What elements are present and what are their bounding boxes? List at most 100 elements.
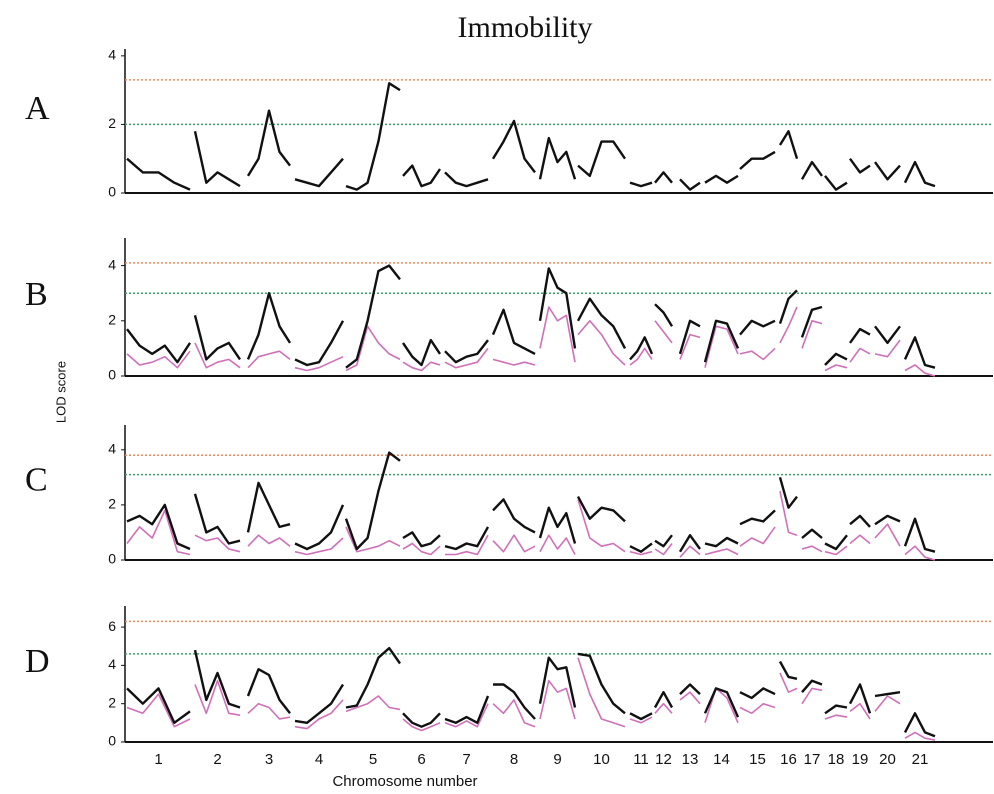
lod-trace bbox=[492, 498, 536, 534]
lod-trace bbox=[739, 526, 776, 547]
lod-trace bbox=[739, 509, 776, 526]
x-tick-label: 10 bbox=[593, 751, 610, 768]
lod-trace bbox=[345, 646, 401, 709]
lod-trace bbox=[739, 347, 776, 361]
y-tick-label: 4 bbox=[108, 47, 116, 63]
x-tick-label: 8 bbox=[510, 751, 518, 768]
lod-trace bbox=[779, 490, 798, 536]
y-tick-label: 4 bbox=[108, 656, 116, 672]
lod-trace bbox=[801, 528, 823, 539]
lod-trace bbox=[654, 534, 673, 548]
lod-trace bbox=[679, 545, 701, 558]
lod-trace bbox=[629, 550, 653, 556]
lod-trace bbox=[247, 534, 291, 547]
x-tick-label: 13 bbox=[682, 751, 699, 768]
lod-trace bbox=[538, 136, 577, 180]
lod-trace bbox=[247, 350, 291, 369]
y-tick-label: 0 bbox=[108, 733, 116, 749]
x-tick-label: 2 bbox=[213, 751, 221, 768]
lod-trace bbox=[824, 714, 848, 720]
lod-trace bbox=[577, 657, 626, 728]
lod-trace bbox=[294, 537, 344, 556]
lod-trace bbox=[849, 327, 871, 344]
lod-trace bbox=[849, 514, 871, 528]
lod-trace bbox=[402, 164, 441, 188]
lod-trace bbox=[739, 687, 776, 700]
lod-trace bbox=[874, 695, 901, 712]
lod-trace bbox=[739, 150, 776, 170]
x-tick-label: 21 bbox=[912, 751, 929, 768]
lod-trace bbox=[492, 358, 536, 366]
lod-trace bbox=[126, 350, 191, 369]
lod-trace bbox=[679, 178, 701, 191]
lod-trace bbox=[824, 704, 848, 715]
lod-trace bbox=[778, 289, 798, 324]
x-tick-label: 11 bbox=[633, 751, 649, 768]
lod-trace bbox=[679, 691, 701, 705]
lod-trace bbox=[874, 339, 901, 358]
panel-label: B bbox=[25, 276, 48, 313]
x-axis-label: Chromosome number bbox=[332, 773, 477, 790]
lod-trace bbox=[654, 543, 673, 556]
lod-trace bbox=[194, 679, 241, 716]
x-tick-label: 17 bbox=[804, 751, 821, 768]
x-tick-label: 6 bbox=[417, 751, 425, 768]
lod-trace bbox=[493, 683, 536, 720]
lod-trace bbox=[849, 347, 871, 363]
y-tick-label: 0 bbox=[108, 184, 116, 200]
lod-trace bbox=[344, 451, 401, 551]
lod-trace bbox=[874, 514, 901, 526]
y-tick-label: 2 bbox=[108, 115, 116, 131]
lod-trace bbox=[903, 712, 936, 738]
lod-trace bbox=[903, 336, 936, 369]
lod-trace bbox=[193, 649, 241, 709]
lod-trace bbox=[904, 731, 936, 741]
lod-trace bbox=[492, 699, 536, 728]
lod-trace bbox=[402, 712, 441, 728]
lod-trace bbox=[193, 493, 241, 545]
y-tick-label: 2 bbox=[108, 694, 116, 710]
lod-trace bbox=[903, 517, 936, 553]
lod-trace bbox=[849, 157, 871, 174]
lod-trace bbox=[538, 506, 577, 544]
lod-trace bbox=[126, 328, 192, 364]
lod-trace bbox=[704, 325, 739, 368]
lod-trace bbox=[629, 542, 653, 553]
lod-trace bbox=[629, 181, 653, 188]
x-tick-label: 7 bbox=[462, 751, 470, 768]
lod-trace bbox=[402, 361, 441, 372]
lod-trace bbox=[801, 545, 823, 553]
lod-trace bbox=[654, 702, 673, 714]
lod-trace bbox=[402, 531, 441, 548]
lod-trace bbox=[824, 364, 848, 372]
lod-trace bbox=[849, 534, 871, 545]
lod-trace bbox=[194, 342, 241, 369]
panel-label: A bbox=[25, 90, 50, 127]
y-tick-label: 0 bbox=[108, 551, 116, 567]
lod-trace bbox=[849, 702, 871, 720]
lod-trace bbox=[126, 693, 191, 728]
x-tick-label: 3 bbox=[265, 751, 273, 768]
x-tick-label: 18 bbox=[828, 751, 845, 768]
lod-trace bbox=[345, 82, 401, 191]
lod-trace bbox=[445, 534, 489, 556]
lod-trace bbox=[824, 545, 848, 556]
lod-trace bbox=[654, 320, 673, 344]
x-tick-label: 19 bbox=[852, 751, 869, 768]
panel-label: C bbox=[25, 461, 48, 498]
lod-trace bbox=[577, 140, 626, 178]
lod-trace bbox=[444, 339, 489, 364]
chart-title: Immobility bbox=[458, 11, 593, 44]
lod-trace bbox=[126, 503, 191, 551]
lod-trace bbox=[444, 347, 489, 369]
lod-trace bbox=[904, 364, 936, 377]
lod-trace bbox=[538, 656, 577, 708]
lod-trace bbox=[778, 660, 798, 680]
y-tick-label: 2 bbox=[108, 496, 116, 512]
lod-trace bbox=[294, 157, 344, 188]
lod-trace bbox=[874, 325, 901, 345]
lod-trace bbox=[402, 338, 441, 367]
y-tick-label: 4 bbox=[108, 440, 116, 456]
lod-trace bbox=[903, 160, 936, 188]
lod-trace bbox=[824, 534, 848, 551]
